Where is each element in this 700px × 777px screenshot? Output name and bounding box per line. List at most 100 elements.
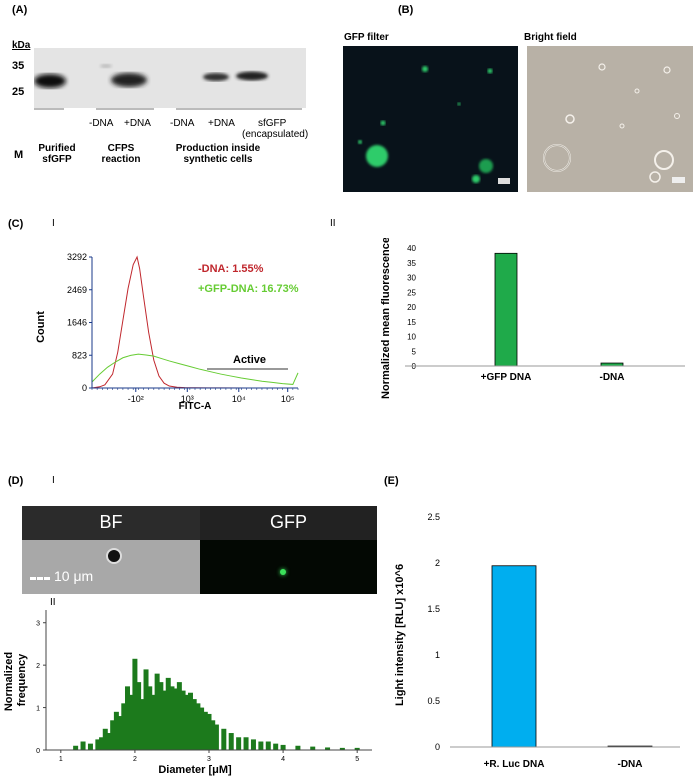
diam-xtick-label: 3 bbox=[207, 756, 211, 763]
diam-bar bbox=[236, 737, 242, 750]
gfp-cell bbox=[280, 569, 286, 575]
diam-bar bbox=[117, 716, 123, 750]
gfp-micrograph bbox=[343, 46, 518, 192]
flow-xtick-label: 10⁴ bbox=[232, 394, 246, 404]
mf-ytick-label: 30 bbox=[407, 274, 416, 283]
luc-ytick-label: 1 bbox=[435, 650, 440, 660]
gfp-filter-title: GFP filter bbox=[344, 32, 389, 43]
diam-bar bbox=[150, 694, 156, 750]
flow-xtick-label: 10³ bbox=[181, 394, 194, 404]
diam-bar bbox=[136, 682, 142, 750]
diam-bar bbox=[273, 743, 279, 750]
diam-bar bbox=[310, 746, 316, 750]
imaging-strip: BF GFP 10 μm bbox=[22, 506, 377, 594]
legend-gfp-dna: +GFP-DNA: 16.73% bbox=[198, 283, 299, 295]
diam-bar bbox=[221, 728, 227, 750]
diam-xtick-label: 1 bbox=[59, 756, 63, 763]
diam-bar bbox=[125, 686, 130, 750]
mean-fluorescence-chart: 0510152025303540 Normalized mean fluores… bbox=[380, 238, 685, 399]
flow-xlabel: FITC-A bbox=[179, 401, 212, 412]
luc-category-label: +R. Luc DNA bbox=[484, 759, 545, 770]
diam-bar bbox=[265, 741, 271, 750]
diam-bar bbox=[354, 747, 360, 750]
diam-bar bbox=[113, 711, 119, 750]
flow-ytick-label: 823 bbox=[72, 350, 87, 360]
diam-bar bbox=[176, 682, 182, 750]
diam-bar bbox=[325, 747, 331, 750]
diam-bar bbox=[184, 694, 190, 750]
lane-cfps-pos: +DNA bbox=[124, 118, 151, 129]
diam-bar bbox=[143, 669, 149, 750]
scale-label: 10 μm bbox=[54, 568, 94, 584]
flow-xtick-label: 10⁵ bbox=[281, 394, 295, 404]
mf-ytick-label: 40 bbox=[407, 244, 416, 253]
luc-ylabel: Light intensity [RLU] x10^6 bbox=[394, 564, 406, 706]
diam-ytick-label: 1 bbox=[36, 706, 40, 713]
diam-bar bbox=[173, 688, 179, 750]
diam-xtick-label: 2 bbox=[133, 756, 137, 763]
diam-bar bbox=[162, 690, 168, 750]
diam-bar bbox=[243, 737, 249, 750]
diam-xtick-label: 5 bbox=[355, 756, 359, 763]
group-cfps-l1: CFPS bbox=[107, 143, 135, 154]
group-cfps-l2: reaction bbox=[101, 154, 141, 165]
lane-cells-pos: +DNA bbox=[208, 118, 235, 129]
lane-cells-neg: -DNA bbox=[170, 118, 195, 129]
diam-bar bbox=[180, 690, 186, 750]
diam-xlabel: Diameter [μM] bbox=[158, 764, 232, 776]
luc-ytick-label: 0.5 bbox=[427, 696, 440, 706]
lane-encapsulated: sfGFP bbox=[258, 118, 287, 129]
flow-histogram-chart: 0 823 1646 2469 3292 -10² 10³ 10⁴ 10⁵ Count FIT… bbox=[35, 252, 299, 412]
luc-ytick-label: 2.5 bbox=[427, 512, 440, 522]
bf-cell bbox=[106, 548, 122, 564]
mf-bar bbox=[494, 252, 518, 367]
panel-d-sub-i: I bbox=[52, 475, 55, 486]
diam-ylabel: Normalized frequency bbox=[3, 649, 28, 711]
flow-ylabel: Count bbox=[35, 311, 47, 343]
marker-35: 35 bbox=[12, 60, 25, 72]
diam-bar bbox=[106, 733, 112, 750]
diam-xtick-label: 4 bbox=[281, 756, 285, 763]
diam-bar bbox=[295, 745, 301, 750]
luc-ytick-label: 1.5 bbox=[427, 604, 440, 614]
mf-ytick-label: 35 bbox=[407, 259, 416, 268]
diam-ytick-label: 2 bbox=[36, 663, 40, 670]
mf-ytick-label: 10 bbox=[407, 333, 416, 342]
diam-bar bbox=[165, 677, 171, 750]
diam-bar bbox=[139, 699, 145, 750]
diameter-histogram-chart: 0 1 2 3 1 2 3 4 5 Diameter [μM] Normalized freq… bbox=[3, 610, 372, 776]
lane-encapsulated-sub: (encapsulated) bbox=[242, 129, 309, 140]
panel-d-letter: (D) bbox=[8, 475, 24, 487]
diam-bar bbox=[213, 724, 219, 750]
lane-cfps-neg: -DNA bbox=[89, 118, 114, 129]
diam-bar bbox=[154, 673, 160, 750]
mf-ytick-label: 5 bbox=[412, 347, 417, 356]
group-prod-l2: synthetic cells bbox=[183, 154, 253, 165]
flow-ytick-label: 2469 bbox=[67, 285, 87, 295]
diam-bar bbox=[258, 741, 264, 750]
luc-ytick-label: 2 bbox=[435, 558, 440, 568]
luciferase-chart: 0 0.5 1 1.5 2 2.5 Light intensity [RLU] x10^6… bbox=[394, 512, 680, 770]
diam-bar bbox=[95, 739, 101, 750]
group-purified-l1: Purified bbox=[38, 143, 76, 154]
diam-bar bbox=[250, 739, 256, 750]
panel-c-sub-ii: II bbox=[330, 218, 336, 229]
flow-xtick-label: -10² bbox=[128, 394, 144, 404]
panel-c-sub-i: I bbox=[52, 218, 55, 229]
diam-ylabel-l2: frequency bbox=[16, 653, 28, 706]
kda-label: kDa bbox=[12, 40, 31, 51]
scale-bar bbox=[30, 577, 50, 580]
group-purified-l2: sfGFP bbox=[42, 154, 72, 165]
active-gate-label: Active bbox=[233, 354, 266, 366]
mf-category-label: -DNA bbox=[600, 372, 625, 383]
group-prod-l1: Production inside bbox=[175, 143, 261, 154]
diam-bar bbox=[187, 692, 193, 750]
diam-bar bbox=[87, 743, 93, 750]
gfp-title: GFP bbox=[269, 512, 307, 532]
series-line-gfp-dna bbox=[91, 353, 299, 385]
diam-bar bbox=[199, 707, 205, 750]
diam-bar bbox=[132, 658, 138, 750]
diam-bar bbox=[102, 728, 108, 750]
group-cfps: CFPS reaction bbox=[96, 143, 146, 165]
flow-ytick-label: 0 bbox=[82, 383, 87, 393]
